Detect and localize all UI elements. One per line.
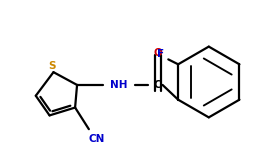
Text: NH: NH	[110, 80, 127, 90]
Text: F: F	[157, 49, 164, 59]
Text: S: S	[48, 61, 55, 71]
Text: O: O	[153, 47, 162, 58]
Text: C: C	[154, 80, 161, 90]
Text: CN: CN	[89, 134, 105, 144]
